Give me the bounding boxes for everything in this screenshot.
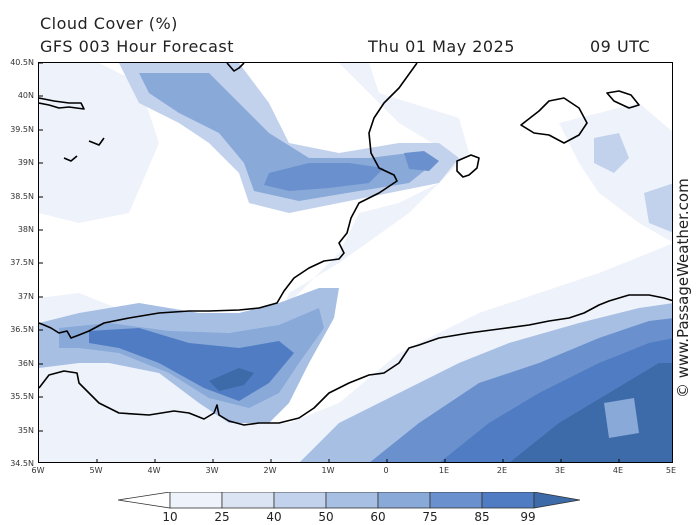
lon-label: 5W bbox=[89, 466, 103, 475]
lat-label: 37N bbox=[17, 292, 34, 301]
spain-coastline bbox=[39, 63, 418, 339]
islet bbox=[226, 63, 245, 72]
map-title: Cloud Cover (%) bbox=[40, 14, 178, 33]
ibiza-outline bbox=[456, 154, 480, 178]
cloud-region-core bbox=[404, 151, 439, 171]
cloud-region-light bbox=[604, 398, 639, 438]
mallorca-outline bbox=[520, 97, 588, 144]
menorca-outline bbox=[606, 90, 640, 109]
africa-coastline bbox=[39, 294, 672, 426]
legend-label: 75 bbox=[422, 510, 438, 524]
lon-label: 1E bbox=[438, 466, 450, 475]
legend-swatch bbox=[377, 492, 431, 509]
lat-label: 36N bbox=[17, 359, 34, 368]
lon-label: 5E bbox=[665, 466, 677, 475]
lon-label: 3W bbox=[205, 466, 219, 475]
cloud-region-core bbox=[264, 163, 384, 191]
lon-label: 3E bbox=[554, 466, 566, 475]
forecast-time: 09 UTC bbox=[590, 37, 651, 56]
forecast-model: GFS 003 Hour Forecast bbox=[40, 37, 235, 56]
lon-label: 6W bbox=[31, 466, 45, 475]
map-canvas bbox=[39, 63, 672, 462]
legend-swatch bbox=[169, 492, 223, 509]
legend-label: 99 bbox=[520, 510, 536, 524]
legend-colorbar bbox=[118, 492, 580, 509]
legend-swatch bbox=[118, 492, 171, 509]
lon-label: 2W bbox=[263, 466, 277, 475]
legend-swatch bbox=[533, 492, 580, 509]
lat-label: 40.5N bbox=[10, 58, 34, 67]
lon-label: 2E bbox=[496, 466, 508, 475]
cloud-region-deep bbox=[510, 363, 672, 462]
lat-label: 36.5N bbox=[10, 325, 34, 334]
legend-swatch bbox=[273, 492, 327, 509]
legend-label: 85 bbox=[474, 510, 490, 524]
lat-label: 35.5N bbox=[10, 392, 34, 401]
islet bbox=[88, 137, 105, 146]
lon-label: 0 bbox=[383, 466, 389, 475]
legend-label: 25 bbox=[214, 510, 230, 524]
cloud-region-deep bbox=[209, 368, 254, 391]
legend-label: 60 bbox=[370, 510, 386, 524]
cloud-layer bbox=[39, 63, 672, 462]
legend-label: 40 bbox=[266, 510, 282, 524]
lat-label: 39.5N bbox=[10, 125, 34, 134]
axis-ticks bbox=[39, 63, 620, 462]
lat-label: 35N bbox=[17, 426, 34, 435]
lon-label: 1W bbox=[321, 466, 335, 475]
legend-swatch bbox=[429, 492, 483, 509]
north-coastline bbox=[39, 97, 85, 110]
lon-label: 4W bbox=[147, 466, 161, 475]
legend-swatch bbox=[481, 492, 535, 509]
islet bbox=[63, 155, 78, 162]
watermark-text: © www.PassageWeather.com bbox=[674, 178, 692, 398]
lat-label: 38N bbox=[17, 225, 34, 234]
lat-label: 38.5N bbox=[10, 192, 34, 201]
legend-swatch bbox=[221, 492, 275, 509]
legend-swatch bbox=[325, 492, 379, 509]
lon-label: 4E bbox=[612, 466, 624, 475]
lat-label: 39N bbox=[17, 158, 34, 167]
lat-label: 37.5N bbox=[10, 258, 34, 267]
lat-label: 40N bbox=[17, 91, 34, 100]
watermark: © www.PassageWeather.com bbox=[674, 178, 692, 398]
coastline bbox=[39, 63, 672, 426]
legend-label: 10 bbox=[162, 510, 178, 524]
cloud-region-light bbox=[559, 103, 672, 242]
legend-label: 50 bbox=[318, 510, 334, 524]
forecast-date: Thu 01 May 2025 bbox=[368, 37, 515, 56]
cloud-region-mid bbox=[644, 183, 672, 233]
lat-label: 34.5N bbox=[10, 459, 34, 468]
cloud-region-mid bbox=[594, 133, 629, 173]
cloud-cover-map[interactable] bbox=[38, 62, 673, 463]
